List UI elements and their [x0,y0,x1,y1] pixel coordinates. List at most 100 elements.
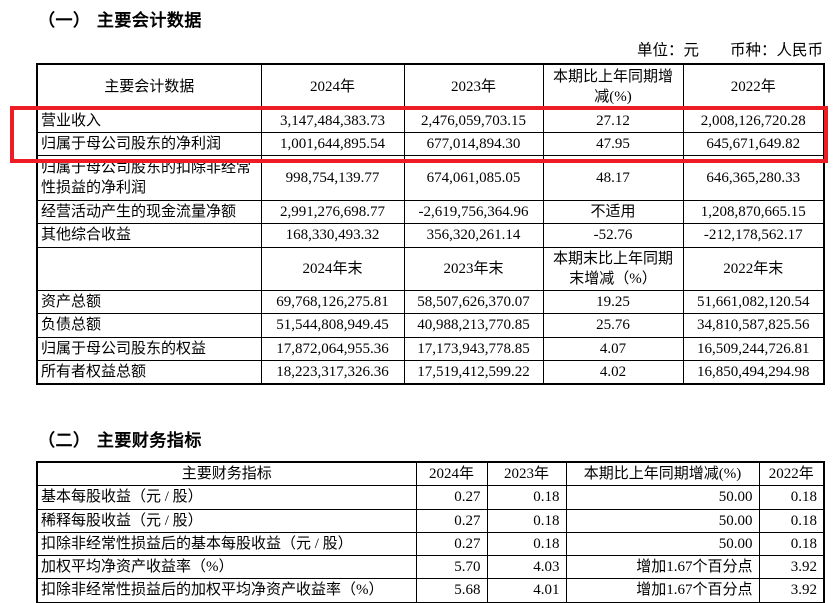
table-header-row: 主要财务指标 2024年 2023年 本期比上年同期增减(%) 2022年 [36,461,825,487]
row-label: 其他综合收益 [36,223,262,248]
table-header-row: 主要会计数据 2024年 2023年 本期比上年同期增减(%) 2022年 [36,63,825,110]
cell-value: 0.27 [415,531,488,557]
table-row: 其他综合收益 168,330,493.32 356,320,261.14 -52… [36,223,825,248]
cell-value: 34,810,587,825.56 [682,313,825,338]
cell-value: 0.18 [758,485,825,510]
cell-value: 0.18 [486,485,567,510]
cell-value: 0.18 [486,531,567,557]
cell-value: -2,619,756,364.96 [403,199,544,225]
cell-value: 356,320,261.14 [403,223,544,248]
table-row: 营业收入 3,147,484,383.73 2,476,059,703.15 2… [36,108,825,133]
cell-value: 3.92 [758,578,825,603]
column-header: 本期末比上年同期末增减（%） [542,246,684,291]
cell-value: 0.18 [758,508,825,533]
cell-value: 增加1.67个百分点 [565,554,760,580]
row-label: 归属于母公司股东的权益 [36,336,262,361]
cell-value: 998,754,139.77 [260,155,405,201]
table-row: 归属于母公司股东的净利润 1,001,644,895.54 677,014,89… [36,131,825,157]
cell-value: 16,509,244,726.81 [682,336,825,361]
cell-value: 4.03 [486,554,567,580]
column-header: 主要会计数据 [36,63,262,110]
cell-value: 17,872,064,955.36 [260,336,405,361]
table-row: 归属于母公司股东的权益 17,872,064,955.36 17,173,943… [36,336,825,361]
row-label: 负债总额 [36,313,262,338]
column-header: 2023年末 [403,246,544,291]
cell-value: 646,365,280.33 [682,155,825,201]
column-header: 2023年 [486,461,567,487]
table-header-row: 2024年末 2023年末 本期末比上年同期末增减（%） 2022年末 [36,246,825,291]
row-label: 基本每股收益（元 / 股） [36,485,417,510]
cell-value: 48.17 [542,155,684,201]
row-label: 营业收入 [36,108,262,133]
cell-value: 1,001,644,895.54 [260,131,405,157]
table-row: 归属于母公司股东的扣除非经常性损益的净利润 998,754,139.77 674… [36,155,825,201]
cell-value: 17,519,412,599.22 [403,359,544,385]
column-header: 2023年 [403,63,544,110]
cell-value: 增加1.67个百分点 [565,578,760,603]
row-label: 扣除非经常性损益后的基本每股收益（元 / 股） [36,531,417,557]
cell-value: 27.12 [542,108,684,133]
column-header: 2024年 [260,63,405,110]
section2-title: （二） 主要财务指标 [38,431,202,451]
row-label: 所有者权益总额 [36,359,262,385]
cell-value: -212,178,562.17 [682,223,825,248]
column-header: 2022年末 [682,246,825,291]
column-header: 2024年末 [260,246,405,291]
cell-value: 645,671,649.82 [682,131,825,157]
table-row: 扣除非经常性损益后的加权平均净资产收益率（%） 5.68 4.01 增加1.67… [36,578,825,603]
financial-indicators-table: 主要财务指标 2024年 2023年 本期比上年同期增减(%) 2022年 基本… [36,461,825,603]
row-label: 扣除非经常性损益后的加权平均净资产收益率（%） [36,578,417,603]
table-row: 负债总额 51,544,808,949.45 40,988,213,770.85… [36,313,825,338]
cell-value: 674,061,085.05 [403,155,544,201]
cell-value: 58,507,626,370.07 [403,289,544,315]
cell-value: 4.01 [486,578,567,603]
cell-value: 2,008,126,720.28 [682,108,825,133]
table-row: 经营活动产生的现金流量净额 2,991,276,698.77 -2,619,75… [36,199,825,225]
cell-value: 19.25 [542,289,684,315]
cell-value: 5.68 [415,578,488,603]
cell-value: 51,544,808,949.45 [260,313,405,338]
cell-value: 0.27 [415,508,488,533]
section1-title: （一） 主要会计数据 [38,11,202,31]
column-header: 2022年 [758,461,825,487]
cell-value: 5.70 [415,554,488,580]
table-row: 稀释每股收益（元 / 股） 0.27 0.18 50.00 0.18 [36,508,825,533]
cell-value: 0.18 [758,531,825,557]
cell-value: 50.00 [565,485,760,510]
cell-value: 2,991,276,698.77 [260,199,405,225]
row-label: 经营活动产生的现金流量净额 [36,199,262,225]
cell-value: 69,768,126,275.81 [260,289,405,315]
cell-value: 40,988,213,770.85 [403,313,544,338]
cell-value: 0.27 [415,485,488,510]
table-row: 基本每股收益（元 / 股） 0.27 0.18 50.00 0.18 [36,485,825,510]
cell-value: 4.02 [542,359,684,385]
column-header: 主要财务指标 [36,461,417,487]
cell-value: 677,014,894.30 [403,131,544,157]
cell-value: 17,173,943,778.85 [403,336,544,361]
column-header: 2024年 [415,461,488,487]
cell-value: 4.07 [542,336,684,361]
cell-value: 1,208,870,665.15 [682,199,825,225]
column-header [36,246,262,291]
cell-value: 25.76 [542,313,684,338]
cell-value: 0.18 [486,508,567,533]
row-label: 归属于母公司股东的净利润 [36,131,262,157]
cell-value: 3.92 [758,554,825,580]
cell-value: 50.00 [565,508,760,533]
cell-value: 47.95 [542,131,684,157]
cell-value: 18,223,317,326.36 [260,359,405,385]
column-header: 本期比上年同期增减(%) [542,63,684,110]
cell-value: 50.00 [565,531,760,557]
cell-value: 3,147,484,383.73 [260,108,405,133]
column-header: 本期比上年同期增减(%) [565,461,760,487]
row-label: 归属于母公司股东的扣除非经常性损益的净利润 [36,155,262,201]
cell-value: 168,330,493.32 [260,223,405,248]
unit-currency-note: 单位：元 币种：人民币 [636,42,823,59]
row-label: 稀释每股收益（元 / 股） [36,508,417,533]
cell-value: -52.76 [542,223,684,248]
table-row: 扣除非经常性损益后的基本每股收益（元 / 股） 0.27 0.18 50.00 … [36,531,825,557]
column-header: 2022年 [682,63,825,110]
cell-value: 2,476,059,703.15 [403,108,544,133]
cell-value: 51,661,082,120.54 [682,289,825,315]
